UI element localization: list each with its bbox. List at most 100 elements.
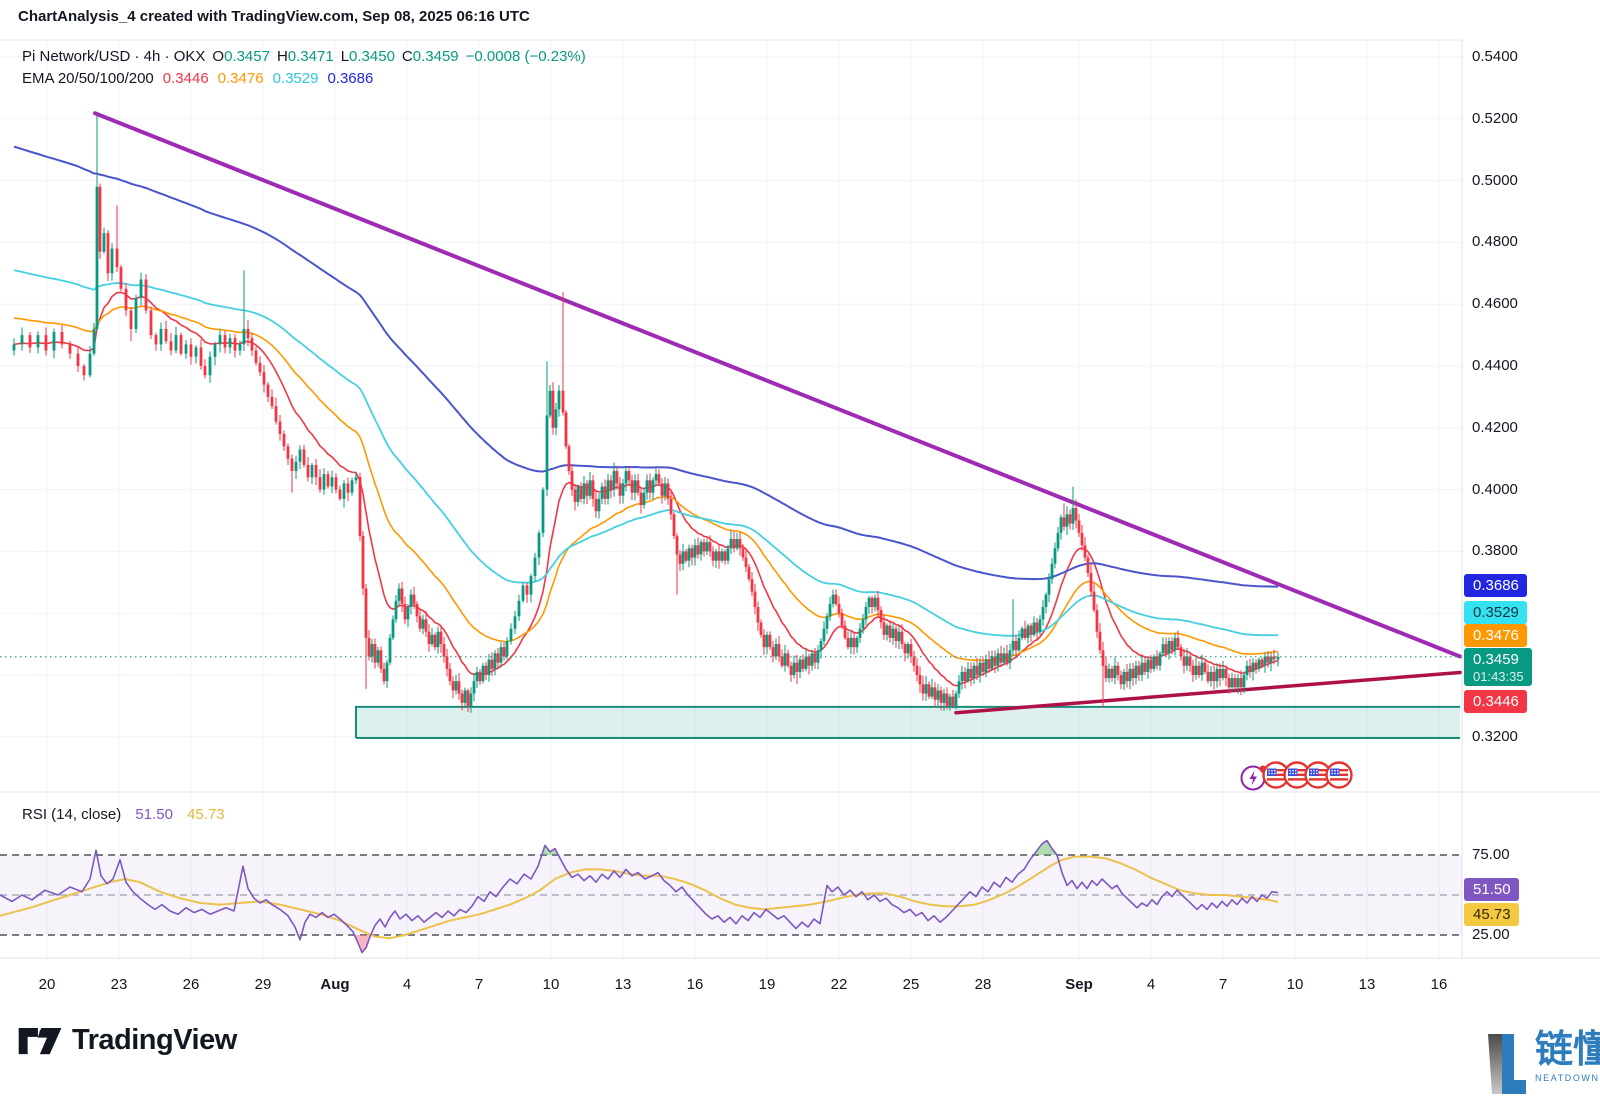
candle-body xyxy=(385,662,389,682)
candle-body xyxy=(1212,671,1216,682)
candle-body xyxy=(460,693,464,703)
neatdown-logo[interactable]: 链懂 NEATDOWN.COM xyxy=(1486,1030,1600,1096)
candle-body xyxy=(849,637,853,648)
candle-body xyxy=(1116,665,1120,675)
candle-body xyxy=(786,653,790,666)
candle-body xyxy=(741,548,745,558)
candle-body xyxy=(1083,545,1087,558)
candle-body xyxy=(199,347,203,366)
ohlc-key: L xyxy=(340,48,350,65)
candle-body xyxy=(1029,625,1033,635)
candle-body xyxy=(330,477,334,487)
candle-body xyxy=(630,480,634,493)
candle-body xyxy=(1095,610,1099,632)
candle-body xyxy=(52,332,56,351)
candle-body xyxy=(529,576,533,595)
candle-body xyxy=(570,471,574,490)
rsi-value: 51.50 xyxy=(135,806,173,823)
tradingview-logo[interactable]: TradingView xyxy=(18,1024,237,1057)
candle-body xyxy=(424,619,428,632)
candle-body xyxy=(1050,563,1054,580)
rsi-ma-line xyxy=(0,855,1279,940)
candle-body xyxy=(551,390,555,428)
us-flag-icon[interactable] xyxy=(1325,760,1353,793)
candle-body xyxy=(1068,514,1072,524)
rsi-pane[interactable] xyxy=(0,839,1462,954)
candle-body xyxy=(82,366,86,376)
candle-body xyxy=(789,665,793,675)
ohlc-key: H xyxy=(276,48,288,65)
candle-body xyxy=(858,628,862,638)
candle-body xyxy=(951,696,955,706)
candle-body xyxy=(1206,671,1210,682)
candle-body xyxy=(298,449,302,462)
candle-body xyxy=(984,659,988,672)
candle-body xyxy=(433,634,437,648)
candle-body xyxy=(1239,678,1243,688)
trendline-rising-support[interactable] xyxy=(954,670,1462,715)
candle-body xyxy=(828,603,832,617)
candle-body xyxy=(648,480,652,493)
candle-body xyxy=(897,631,901,642)
candle-body xyxy=(388,637,392,663)
candle-body xyxy=(855,637,859,648)
candle-body xyxy=(415,603,419,617)
candle-body xyxy=(615,471,619,484)
candle-body xyxy=(370,644,374,657)
us-flag-icon[interactable] xyxy=(1283,760,1311,793)
candle-body xyxy=(705,542,709,552)
candle-body xyxy=(1188,656,1192,666)
ema-legend[interactable]: EMA 20/50/100/200 0.3446 0.3476 0.3529 0.368… xyxy=(22,70,373,87)
candle-body xyxy=(816,650,820,663)
candle-body xyxy=(672,514,676,536)
candle-body xyxy=(159,328,163,345)
price-pane[interactable] xyxy=(13,111,1462,740)
candle-body xyxy=(1245,665,1249,675)
candle-body xyxy=(110,248,114,274)
candle-body xyxy=(258,362,262,373)
candle-body xyxy=(228,338,232,348)
trendline-descending-resistance[interactable] xyxy=(93,111,1462,659)
time-tick-label: 7 xyxy=(474,976,484,993)
candle-body xyxy=(354,477,358,481)
candle-body xyxy=(119,267,123,289)
candle-body xyxy=(499,647,503,663)
candle-body xyxy=(948,696,952,706)
candle-body xyxy=(466,690,470,706)
rsi-legend-title: RSI (14, close) xyxy=(22,806,122,823)
candle-body xyxy=(933,687,937,700)
candle-body xyxy=(400,588,404,604)
candle-body xyxy=(124,288,128,311)
candle-body xyxy=(939,690,943,703)
candle-body xyxy=(342,483,346,499)
candle-body xyxy=(1131,668,1135,679)
candle-body xyxy=(783,653,787,666)
time-tick-label: 7 xyxy=(1218,976,1228,993)
candle-body xyxy=(1152,656,1156,669)
symbol-legend[interactable]: Pi Network/USD · 4h · OKX O0.3457 H0.3471 L… xyxy=(22,48,586,65)
us-flag-icon[interactable] xyxy=(1262,760,1290,793)
candle-body xyxy=(699,542,703,555)
candle-body xyxy=(490,659,494,669)
candle-body xyxy=(1041,607,1045,620)
candle-body xyxy=(322,474,326,490)
candle-body xyxy=(1038,619,1042,632)
page-title: ChartAnalysis_4 created with TradingView… xyxy=(18,8,530,25)
candle-body xyxy=(238,344,242,351)
candle-body xyxy=(636,480,640,493)
candle-body xyxy=(1173,637,1177,651)
candle-body xyxy=(1035,622,1039,632)
candle-body xyxy=(687,548,691,561)
time-tick-label: 4 xyxy=(402,976,412,993)
neatdown-sub-text: NEATDOWN.COM xyxy=(1535,1073,1600,1083)
rsi-legend[interactable]: RSI (14, close) 51.50 45.73 xyxy=(22,806,225,823)
rsi-tick-label: 25.00 xyxy=(1472,926,1510,943)
price-tick-label: 0.5400 xyxy=(1472,48,1518,65)
candle-body xyxy=(310,464,314,478)
candle-body xyxy=(834,594,838,604)
candle-body xyxy=(20,335,24,345)
ema-legend-value: 0.3446 xyxy=(162,70,209,87)
candle-body xyxy=(463,690,467,703)
candle-body xyxy=(681,551,685,564)
